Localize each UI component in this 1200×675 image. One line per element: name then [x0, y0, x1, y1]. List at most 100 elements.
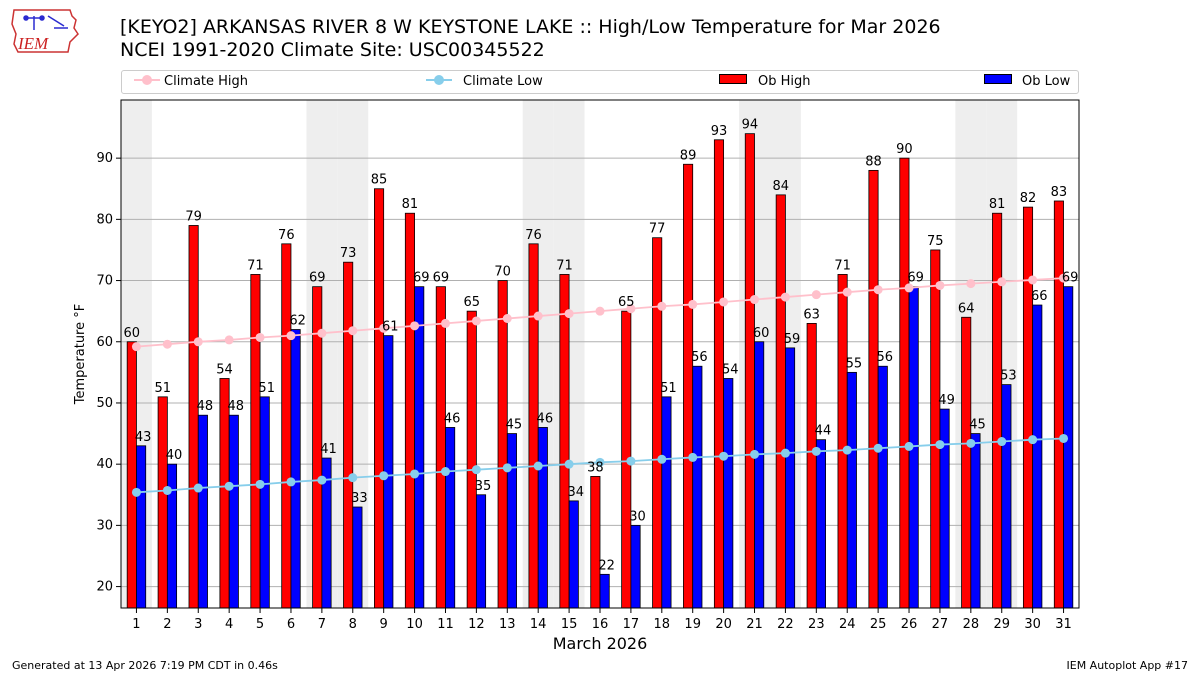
bar-ob-low-16: [599, 573, 610, 609]
legend-ob-high-label: Ob High: [758, 74, 811, 89]
x-tick-label-21: 21: [746, 617, 763, 632]
bar-ob-low-30: [1032, 304, 1043, 609]
iowa-outline-icon: [11, 9, 79, 53]
bar-ob-low-5: [259, 396, 270, 609]
legend-climate-low-label: Climate Low: [463, 74, 543, 89]
climate-low-point-23: [811, 446, 821, 456]
bar-ob-high-18: [652, 237, 663, 609]
bar-ob-low-25: [877, 365, 888, 609]
bar-ob-low-11: [445, 427, 456, 609]
x-tick-label-31: 31: [1055, 617, 1072, 632]
label-ob-low-25: 56: [876, 350, 893, 365]
climate-high-point-12: [471, 316, 481, 326]
climate-low-point-7: [317, 475, 327, 485]
bar-ob-high-13: [497, 280, 508, 609]
chart-title-line1: [KEYO2] ARKANSAS RIVER 8 W KEYSTONE LAKE…: [120, 16, 941, 38]
x-tick-label-24: 24: [839, 617, 856, 632]
bar-ob-low-19: [692, 365, 703, 609]
weather-station-icon: [23, 15, 68, 30]
bar-ob-low-12: [475, 494, 487, 609]
label-ob-low-14: 46: [537, 411, 554, 426]
y-axis-label: Temperature °F: [73, 304, 88, 405]
label-ob-low-11: 46: [444, 411, 461, 426]
label-ob-high-11: 69: [433, 271, 450, 286]
label-ob-low-19: 56: [691, 350, 708, 365]
climate-high-point-16: [595, 306, 605, 316]
bar-ob-high-1: [126, 341, 137, 609]
bar-series: [126, 133, 1074, 609]
bar-ob-high-29: [992, 212, 1003, 609]
bar-ob-high-26: [899, 157, 910, 609]
climate-high-point-6: [286, 331, 296, 341]
bar-ob-low-10: [414, 286, 425, 609]
bar-ob-low-4: [228, 414, 239, 609]
y-tick-label-30: 30: [96, 518, 113, 533]
climate-low-point-11: [440, 467, 450, 477]
bar-ob-low-29: [1001, 384, 1012, 609]
chart-title: [KEYO2] ARKANSAS RIVER 8 W KEYSTONE LAKE…: [120, 16, 941, 62]
x-tick-label-2: 2: [163, 617, 171, 632]
y-tick-label-50: 50: [96, 396, 113, 411]
bar-ob-high-16: [590, 476, 601, 609]
climate-low-point-5: [255, 479, 265, 489]
climate-high-point-23: [811, 290, 821, 300]
bar-ob-high-19: [683, 163, 694, 609]
legend-climate-low-swatch: [426, 75, 452, 85]
footer-app-id: IEM Autoplot App #17: [1066, 659, 1189, 672]
label-ob-low-1: 43: [135, 430, 152, 445]
label-ob-high-1: 60: [124, 326, 141, 341]
label-ob-high-10: 81: [402, 197, 419, 212]
bar-value-labels: 60 43 51 40 79 48 54 48 71 51 76 62 69 41 73 33 85 61 81 69…: [124, 118, 1079, 574]
climate-high-point-27: [935, 280, 945, 290]
bar-ob-low-27: [939, 408, 950, 609]
label-ob-high-19: 89: [680, 148, 697, 163]
legend-climate-high-label: Climate High: [164, 74, 249, 89]
x-tick-label-9: 9: [380, 617, 388, 632]
label-ob-low-9: 61: [382, 320, 399, 335]
x-tick-label-28: 28: [963, 617, 980, 632]
label-ob-high-12: 65: [463, 295, 480, 310]
climate-high-point-3: [193, 337, 203, 347]
climate-low-point-17: [626, 456, 636, 466]
bar-ob-low-22: [785, 347, 796, 609]
bar-ob-low-14: [537, 427, 548, 609]
y-tick-label-90: 90: [96, 151, 113, 166]
x-tick-label-4: 4: [225, 617, 233, 632]
bar-ob-high-15: [559, 274, 570, 609]
legend-ob-low-label: Ob Low: [1022, 74, 1071, 89]
bar-ob-low-20: [723, 378, 734, 609]
x-axis-label: March 2026: [553, 634, 648, 653]
x-tick-label-1: 1: [132, 617, 140, 632]
label-ob-high-28: 64: [958, 301, 975, 316]
climate-high-point-9: [379, 323, 389, 333]
label-ob-high-2: 51: [154, 381, 171, 396]
bar-ob-high-12: [466, 310, 477, 609]
y-tick-label-60: 60: [96, 335, 113, 350]
x-tick-label-13: 13: [499, 617, 516, 632]
climate-low-point-4: [224, 481, 234, 491]
label-ob-high-24: 71: [834, 258, 851, 273]
bar-ob-high-30: [1022, 206, 1034, 609]
climate-high-point-28: [966, 279, 976, 289]
bar-ob-low-2: [166, 463, 178, 609]
bar-ob-high-22: [775, 194, 786, 609]
label-ob-low-30: 66: [1031, 289, 1048, 304]
bar-ob-low-6: [290, 329, 301, 609]
bar-ob-high-25: [868, 169, 879, 609]
x-tick-label-5: 5: [256, 617, 264, 632]
climate-low-point-14: [533, 461, 543, 471]
climate-low-point-12: [471, 465, 481, 475]
climate-low-point-22: [780, 448, 790, 458]
climate-low-point-18: [657, 454, 667, 464]
bar-ob-high-11: [435, 286, 446, 609]
climate-high-point-10: [410, 321, 420, 331]
bar-ob-high-3: [188, 225, 199, 609]
x-tick-label-18: 18: [654, 617, 671, 632]
label-ob-high-16: 38: [587, 460, 604, 475]
label-ob-low-8: 33: [351, 491, 368, 506]
climate-low-point-29: [997, 437, 1007, 447]
label-ob-high-20: 93: [711, 124, 728, 139]
label-ob-high-9: 85: [371, 173, 388, 188]
